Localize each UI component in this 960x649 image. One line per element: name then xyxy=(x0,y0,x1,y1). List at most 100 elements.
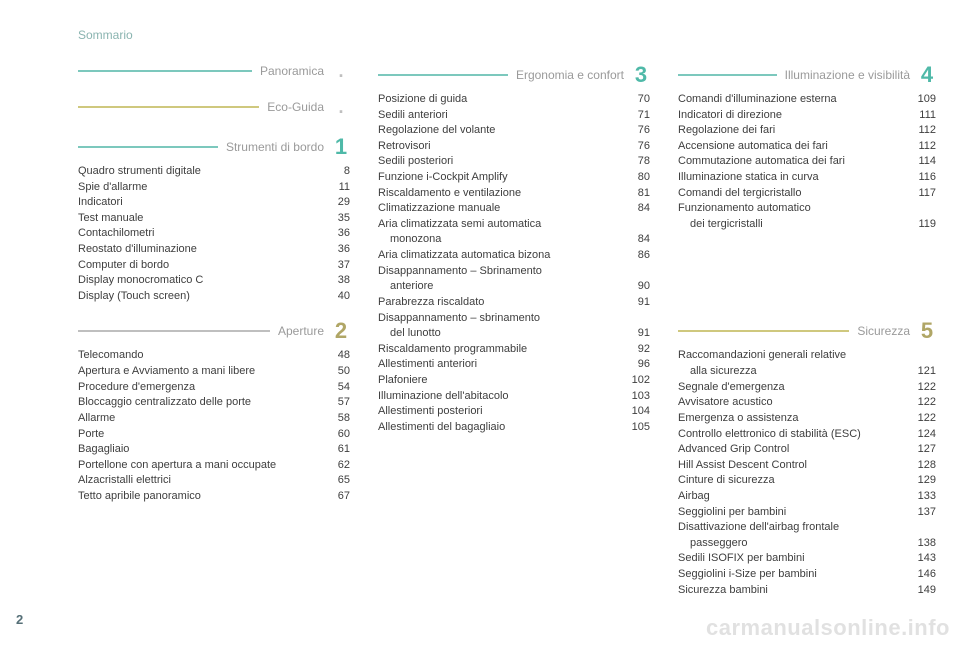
section-header: Ergonomia e confort3 xyxy=(378,62,650,88)
toc-page: 60 xyxy=(318,427,350,443)
toc-label: Hill Assist Descent Control xyxy=(678,458,904,474)
section-rule xyxy=(678,74,777,76)
toc-row: Disappannamento – Sbrinamento xyxy=(378,264,650,280)
chapter-number: 2 xyxy=(332,318,350,344)
toc-list: Posizione di guida70Sedili anteriori71 Re… xyxy=(378,92,650,435)
toc-section: Panoramica. xyxy=(78,62,350,84)
page-number: 2 xyxy=(16,612,23,627)
toc-row: Allestimenti anteriori96 xyxy=(378,357,650,373)
toc-page: 90 xyxy=(618,279,650,295)
toc-label: Emergenza o assistenza xyxy=(678,411,904,427)
toc-page: 119 xyxy=(904,217,936,233)
toc-row: Retrovisori76 xyxy=(378,139,650,155)
toc-row: Disappannamento – sbrinamento xyxy=(378,311,650,327)
toc-label: Segnale d'emergenza xyxy=(678,380,904,396)
toc-row: Apertura e Avviamento a mani libere50 xyxy=(78,364,350,380)
toc-page: 116 xyxy=(904,170,936,186)
section-rule xyxy=(78,330,270,332)
toc-page: 91 xyxy=(618,326,650,342)
toc-row: Funzione i-Cockpit Amplify80 xyxy=(378,170,650,186)
toc-row: Sedili anteriori71 xyxy=(378,108,650,124)
toc-row: Portellone con apertura a mani occupate6… xyxy=(78,458,350,474)
toc-row: Alzacristalli elettrici65 xyxy=(78,473,350,489)
toc-label: Indicatori di direzione xyxy=(678,108,904,124)
toc-row: Telecomando48 xyxy=(78,348,350,364)
toc-row: Posizione di guida70 xyxy=(378,92,650,108)
toc-page: 122 xyxy=(904,380,936,396)
toc-row: Funzionamento automatico xyxy=(678,201,936,217)
toc-page: 61 xyxy=(318,442,350,458)
toc-row: Plafoniere102 xyxy=(378,373,650,389)
toc-page: 11 xyxy=(318,180,350,196)
toc-row: Raccomandazioni generali relative xyxy=(678,348,936,364)
toc-row: Seggiolini per bambini137 xyxy=(678,505,936,521)
section-rule xyxy=(78,106,259,108)
toc-label: Regolazione dei fari xyxy=(678,123,904,139)
section-title: Illuminazione e visibilità xyxy=(785,68,910,82)
page-columns: Panoramica. Eco-Guida. Strumenti di bordo 1… xyxy=(0,0,960,612)
section-header: Aperture 2 xyxy=(78,318,350,344)
watermark: carmanualsonline.info xyxy=(706,615,950,641)
toc-page: 54 xyxy=(318,380,350,396)
toc-section: Eco-Guida. xyxy=(78,98,350,120)
section-rule xyxy=(678,330,849,332)
toc-page: 112 xyxy=(904,139,936,155)
toc-page: 122 xyxy=(904,395,936,411)
toc-row: passeggero138 xyxy=(678,536,936,552)
toc-row: dei tergicristalli119 xyxy=(678,217,936,233)
toc-label: Bagagliaio xyxy=(78,442,318,458)
toc-label: Raccomandazioni generali relative xyxy=(678,348,904,364)
toc-row: alla sicurezza121 xyxy=(678,364,936,380)
toc-row: Aria climatizzata semi automatica xyxy=(378,217,650,233)
toc-page: 48 xyxy=(318,348,350,364)
toc-label: Plafoniere xyxy=(378,373,618,389)
toc-row: Porte60 xyxy=(78,427,350,443)
toc-page: 91 xyxy=(618,295,650,311)
toc-label: Funzione i-Cockpit Amplify xyxy=(378,170,618,186)
toc-page: 80 xyxy=(618,170,650,186)
toc-page: 70 xyxy=(618,92,650,108)
toc-label: alla sicurezza xyxy=(678,364,904,380)
toc-row: Display (Touch screen)40 xyxy=(78,289,350,305)
toc-row: anteriore90 xyxy=(378,279,650,295)
toc-row: Airbag133 xyxy=(678,489,936,505)
section-header: Eco-Guida. xyxy=(78,98,350,116)
toc-label: Comandi del tergicristallo xyxy=(678,186,904,202)
toc-label: monozona xyxy=(378,232,618,248)
toc-label: Disappannamento – Sbrinamento xyxy=(378,264,618,280)
section-header: Panoramica. xyxy=(78,62,350,80)
toc-row: Seggiolini i-Size per bambini146 xyxy=(678,567,936,583)
toc-row: Comandi d'illuminazione esterna109 xyxy=(678,92,936,108)
toc-page: 104 xyxy=(618,404,650,420)
column-2: Ergonomia e confort3 Posizione di guida70… xyxy=(378,62,650,612)
chapter-dot: . xyxy=(332,62,350,80)
toc-row: Hill Assist Descent Control128 xyxy=(678,458,936,474)
toc-label: Airbag xyxy=(678,489,904,505)
toc-page: 124 xyxy=(904,427,936,443)
toc-page: 86 xyxy=(618,248,650,264)
section-rule xyxy=(78,146,218,148)
toc-label: Cinture di sicurezza xyxy=(678,473,904,489)
section-title: Ergonomia e confort xyxy=(516,68,624,82)
toc-page: 103 xyxy=(618,389,650,405)
toc-label: Accensione automatica dei fari xyxy=(678,139,904,155)
toc-page: 102 xyxy=(618,373,650,389)
toc-label: Seggiolini i-Size per bambini xyxy=(678,567,904,583)
toc-page: 81 xyxy=(618,186,650,202)
toc-label: Telecomando xyxy=(78,348,318,364)
toc-row: Regolazione dei fari112 xyxy=(678,123,936,139)
toc-row: Comandi del tergicristallo117 xyxy=(678,186,936,202)
toc-label: Advanced Grip Control xyxy=(678,442,904,458)
toc-label: Contachilometri xyxy=(78,226,318,242)
section-title: Strumenti di bordo xyxy=(226,140,324,154)
section-title: Aperture xyxy=(278,324,324,338)
toc-row: Avvisatore acustico122 xyxy=(678,395,936,411)
toc-page: 92 xyxy=(618,342,650,358)
toc-label: Aria climatizzata automatica bizona xyxy=(378,248,618,264)
toc-page: 65 xyxy=(318,473,350,489)
toc-row: Allarme58 xyxy=(78,411,350,427)
toc-label: Comandi d'illuminazione esterna xyxy=(678,92,904,108)
toc-page: 122 xyxy=(904,411,936,427)
toc-label: Seggiolini per bambini xyxy=(678,505,904,521)
toc-label: Apertura e Avviamento a mani libere xyxy=(78,364,318,380)
